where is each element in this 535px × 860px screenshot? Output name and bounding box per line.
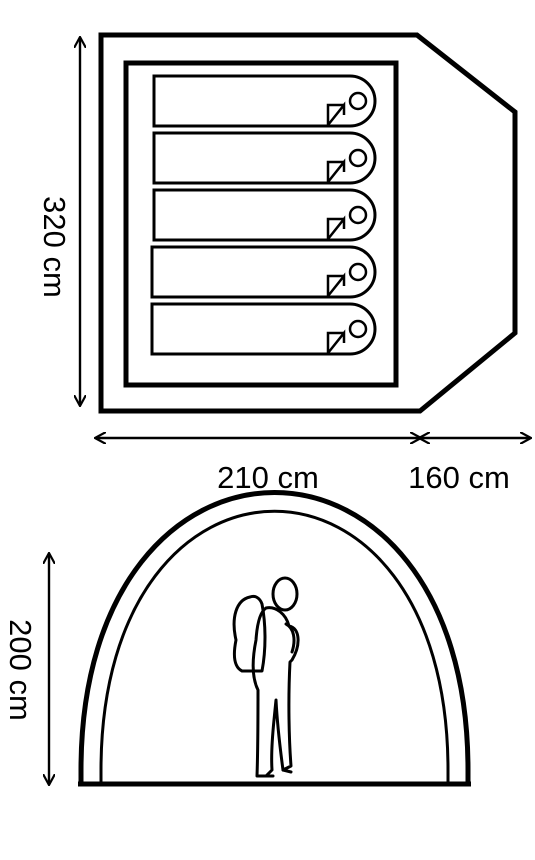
sleeping-bag bbox=[150, 245, 377, 299]
sleeping-bag bbox=[152, 131, 377, 185]
depth-dimension: 320 cm bbox=[37, 38, 80, 405]
vestibule-width-label: 160 cm bbox=[408, 460, 510, 495]
sleeping-bag bbox=[152, 188, 377, 242]
sleeping-bag-outline bbox=[152, 74, 377, 128]
zipper-flap-icon bbox=[326, 158, 346, 183]
zipper-flap-icon bbox=[326, 329, 346, 354]
zipper-flap-icon bbox=[326, 272, 346, 297]
floor-plan bbox=[98, 32, 518, 414]
sleeping-bag-outline bbox=[150, 302, 377, 356]
sleeping-bag-outline bbox=[152, 188, 377, 242]
tent-outline bbox=[98, 32, 518, 414]
depth-label: 320 cm bbox=[37, 196, 72, 298]
width-dimensions: 210 cm 160 cm bbox=[96, 438, 530, 495]
inner-tent bbox=[123, 60, 399, 388]
sleeping-bags bbox=[150, 74, 377, 356]
tent-outer-arch bbox=[78, 490, 471, 785]
pillow-icon bbox=[348, 148, 368, 168]
sleeping-bag-outline bbox=[152, 131, 377, 185]
height-dimension: 200 cm bbox=[3, 554, 49, 784]
sleeping-bag bbox=[152, 74, 377, 128]
height-label: 200 cm bbox=[3, 619, 38, 721]
zipper-flap-icon bbox=[326, 215, 346, 240]
pillow-icon bbox=[348, 205, 368, 225]
pillow-icon bbox=[348, 319, 368, 339]
pillow-icon bbox=[348, 262, 368, 282]
sleeping-bag-outline bbox=[150, 245, 377, 299]
tent-inner-arch bbox=[99, 509, 450, 785]
inner-width-label: 210 cm bbox=[217, 460, 319, 495]
zipper-flap-icon bbox=[326, 101, 346, 126]
pillow-icon bbox=[348, 91, 368, 111]
sleeping-bag bbox=[150, 302, 377, 356]
side-elevation bbox=[78, 490, 471, 787]
hiker-figure-icon bbox=[232, 576, 300, 778]
